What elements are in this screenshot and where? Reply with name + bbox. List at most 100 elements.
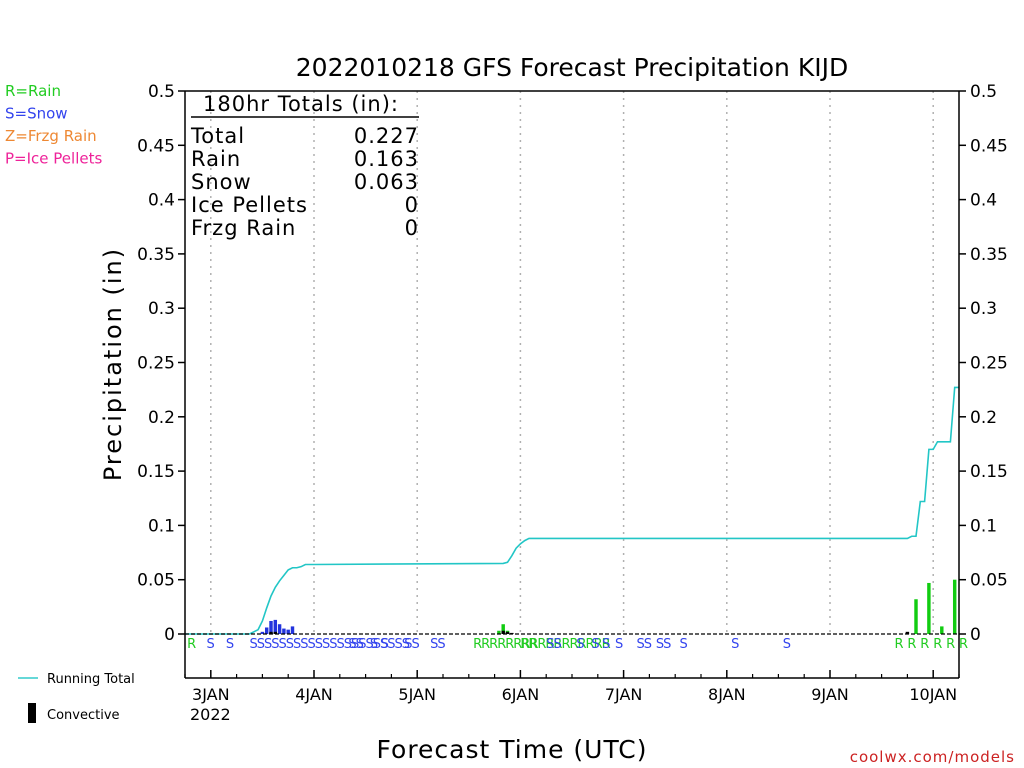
y-tick-label: 0.45 bbox=[137, 136, 175, 156]
totals-row-value: 0 bbox=[405, 193, 419, 217]
ptype-marker: R bbox=[933, 637, 942, 652]
y-tick-label: 0.05 bbox=[137, 571, 175, 591]
legend-type-entry: Z=Frzg Rain bbox=[5, 127, 97, 145]
y-tick-label-right: 0 bbox=[970, 625, 981, 645]
ptype-marker: S bbox=[207, 637, 215, 652]
ptype-marker: S bbox=[576, 637, 584, 652]
ptype-marker: S bbox=[680, 637, 688, 652]
y-tick-label: 0.4 bbox=[148, 191, 175, 211]
ptype-marker: R bbox=[907, 637, 916, 652]
totals-panel: 180hr Totals (in): Total 0.227 Rain 0.163 Sno… bbox=[190, 92, 419, 240]
bar-snow bbox=[282, 628, 286, 634]
bar-convective bbox=[273, 631, 278, 634]
y-tick-label-right: 0.4 bbox=[970, 191, 997, 211]
y-tick-label-right: 0.15 bbox=[970, 462, 1008, 482]
ptype-marker: R bbox=[920, 637, 929, 652]
x-tick-label: 7JAN bbox=[605, 685, 643, 704]
bar-convective bbox=[269, 631, 273, 634]
chart-title: 2022010218 GFS Forecast Precipitation KI… bbox=[296, 53, 848, 82]
totals-row-label: Frzg Rain bbox=[191, 216, 296, 240]
bar-snow bbox=[277, 624, 282, 634]
y-tick-label-right: 0.45 bbox=[970, 136, 1008, 156]
legend-convective-swatch bbox=[28, 703, 36, 723]
running-total-line bbox=[185, 386, 959, 635]
running-total-series bbox=[185, 386, 959, 635]
x-tick-label: 8JAN bbox=[708, 685, 746, 704]
ptype-marker: RR bbox=[520, 637, 537, 652]
ptype-marker: S bbox=[602, 637, 610, 652]
ptype-marker: R bbox=[946, 637, 955, 652]
bar-snow bbox=[269, 620, 273, 634]
totals-row-label: Ice Pellets bbox=[191, 193, 308, 217]
totals-row-value: 0 bbox=[405, 216, 419, 240]
bar-convective bbox=[905, 631, 910, 634]
legend-running-total-label: Running Total bbox=[47, 672, 135, 687]
x-tick-label: 3JAN bbox=[192, 685, 230, 704]
totals-row-label: Rain bbox=[191, 147, 241, 171]
ptype-marker: R bbox=[187, 637, 196, 652]
ptype-marker: R bbox=[959, 637, 968, 652]
y-tick-label: 0.2 bbox=[148, 408, 175, 428]
bar-rain bbox=[927, 582, 931, 634]
y-tick-label: 0 bbox=[164, 625, 175, 645]
totals-row-value: 0.163 bbox=[354, 147, 419, 171]
x-tick-label: 5JAN bbox=[398, 685, 436, 704]
y-tick-label: 0.15 bbox=[137, 462, 175, 482]
totals-row-label: Total bbox=[190, 124, 245, 148]
ptype-marker: S bbox=[381, 637, 389, 652]
credit-label: coolwx.com/models bbox=[850, 748, 1015, 766]
ptype-marker: S bbox=[226, 637, 234, 652]
totals-heading: 180hr Totals (in): bbox=[203, 92, 399, 116]
legend-convective-label: Convective bbox=[47, 708, 120, 723]
y-tick-label: 0.35 bbox=[137, 245, 175, 265]
totals-row-label: Snow bbox=[191, 170, 252, 194]
bar-snow bbox=[260, 631, 265, 634]
ptype-marker: S bbox=[591, 637, 599, 652]
ptype-marker: SS bbox=[637, 637, 652, 652]
ptype-marker: S bbox=[370, 637, 378, 652]
bar-rain bbox=[940, 626, 944, 634]
y-tick-label-right: 0.5 bbox=[970, 82, 997, 102]
legend-type-entry: S=Snow bbox=[5, 105, 68, 123]
ptype-marker: SS bbox=[546, 637, 561, 652]
totals-row-value: 0.063 bbox=[354, 170, 419, 194]
bar-rain bbox=[914, 599, 918, 634]
bar-series bbox=[260, 579, 957, 634]
ptype-marker: S bbox=[783, 637, 791, 652]
bar-rain bbox=[501, 624, 505, 634]
ptype-marker: SSSSSSSSSSSSSSSSSSSSSS bbox=[250, 637, 410, 652]
bar-snow bbox=[264, 627, 269, 634]
y-tick-label-right: 0.1 bbox=[970, 516, 997, 536]
series-legend: Running Total Convective bbox=[18, 672, 135, 723]
bar-rain bbox=[497, 630, 501, 634]
legend-type-entry: R=Rain bbox=[5, 82, 61, 100]
y-tick-label-right: 0.35 bbox=[970, 245, 1008, 265]
x-tick-label: 9JAN bbox=[811, 685, 849, 704]
bar-rain bbox=[952, 579, 957, 634]
y-tick-label-right: 0.25 bbox=[970, 354, 1008, 374]
y-tick-label: 0.3 bbox=[148, 299, 175, 319]
totals-row-value: 0.227 bbox=[354, 124, 419, 148]
ptype-marker: S bbox=[731, 637, 739, 652]
year-label: 2022 bbox=[190, 705, 231, 724]
bar-convective bbox=[505, 631, 510, 634]
ptype-marker: SS bbox=[404, 637, 419, 652]
bar-snow bbox=[290, 626, 295, 634]
x-tick-label: 6JAN bbox=[502, 685, 540, 704]
bar-snow bbox=[273, 619, 278, 634]
y-tick-label-right: 0.3 bbox=[970, 299, 997, 319]
ptype-marker: SS bbox=[656, 637, 671, 652]
x-axis-label: Forecast Time (UTC) bbox=[377, 735, 648, 764]
y-tick-label-right: 0.05 bbox=[970, 571, 1008, 591]
y-tick-label-right: 0.2 bbox=[970, 408, 997, 428]
ptype-legend: R=Rain S=Snow Z=Frzg Rain P=Ice Pellets bbox=[5, 82, 102, 168]
y-tick-label: 0.1 bbox=[148, 516, 175, 536]
y-tick-label: 0.5 bbox=[148, 82, 175, 102]
vertical-grid bbox=[210, 91, 934, 634]
ptype-marker: S bbox=[615, 637, 623, 652]
ptype-marker: SS bbox=[430, 637, 445, 652]
bar-convective bbox=[501, 630, 505, 634]
y-axis-label: Precipitation (in) bbox=[99, 247, 127, 481]
